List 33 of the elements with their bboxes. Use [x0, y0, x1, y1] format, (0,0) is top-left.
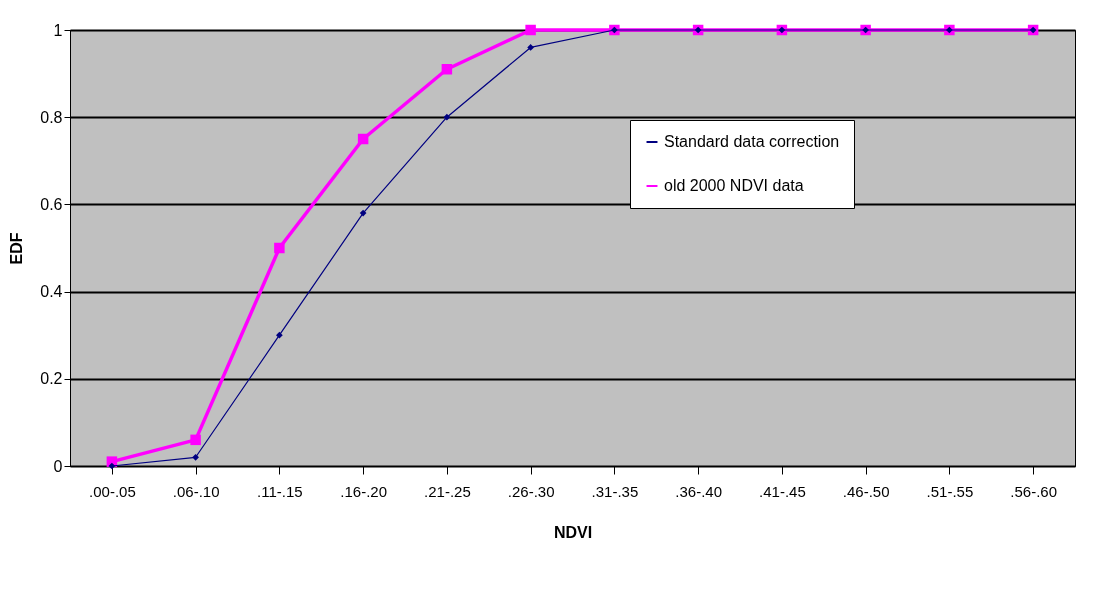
x-tick-label: .00-.05: [89, 482, 136, 500]
y-tick-label: 0.4: [40, 283, 63, 301]
point: [525, 24, 536, 36]
point: [443, 113, 451, 121]
y-tick-label: 0.8: [40, 108, 63, 126]
point: [527, 44, 534, 51]
point: [108, 462, 116, 470]
legend-label: old 2000 NDVI data: [664, 177, 804, 194]
point: [359, 209, 367, 217]
x-tick-label: .06-.10: [172, 482, 220, 500]
y-tick-label: 0: [53, 457, 63, 475]
x-tick-label: .51-.55: [926, 482, 974, 500]
y-axis-title: EDF: [8, 232, 26, 265]
x-tick-label: .46-.50: [842, 482, 890, 500]
x-tick-label: .31-.35: [591, 482, 639, 500]
point: [274, 242, 285, 254]
x-tick-label: .21-.25: [424, 482, 471, 500]
x-tick-label: .41-.45: [759, 482, 806, 500]
point: [190, 434, 201, 446]
legend-label: Standard data correction: [664, 133, 840, 150]
y-tick-label: 1: [53, 21, 63, 39]
point: [441, 64, 453, 75]
x-tick-label: .11-.15: [257, 482, 303, 500]
x-tick-label: .56-.60: [1010, 482, 1057, 500]
point: [357, 133, 369, 145]
x-axis-title: NDVI: [553, 523, 593, 541]
y-tick-label: 0.6: [40, 195, 63, 213]
point: [276, 331, 283, 339]
x-tick-label: .26-.30: [507, 482, 555, 500]
y-tick-label: 0.2: [40, 370, 63, 388]
point: [192, 453, 199, 461]
x-tick-label: .36-.40: [675, 482, 722, 500]
x-tick-label: .16-.20: [340, 482, 387, 500]
